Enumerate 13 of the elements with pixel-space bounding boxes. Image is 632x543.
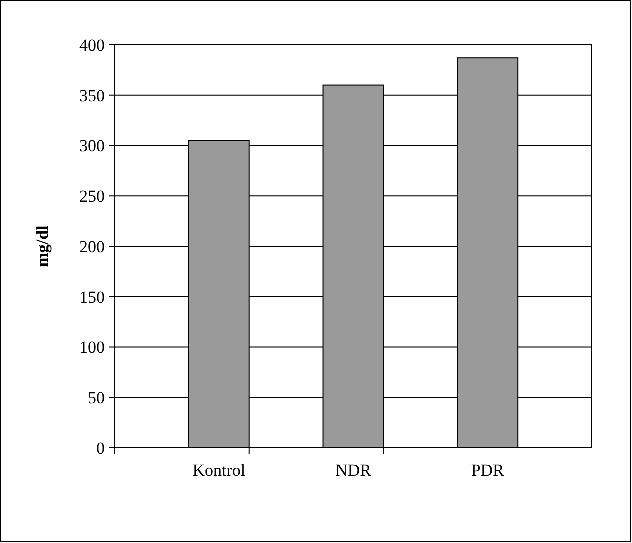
y-tick-label: 50 (88, 388, 105, 408)
y-axis-title: mg/dl (33, 225, 52, 268)
y-tick-label: 400 (80, 36, 105, 55)
x-tick-label: PDR (471, 461, 506, 480)
y-tick-label: 100 (80, 338, 105, 358)
x-tick-label: Kontrol (192, 461, 246, 480)
y-tick-label: 0 (96, 438, 105, 458)
x-tick-label: NDR (336, 461, 372, 480)
y-tick-label: 250 (80, 187, 105, 206)
y-tick-label: 200 (80, 237, 105, 256)
y-tick-label: 350 (80, 86, 105, 106)
y-tick-label: 150 (80, 288, 105, 307)
y-tick-label: 300 (80, 136, 105, 156)
